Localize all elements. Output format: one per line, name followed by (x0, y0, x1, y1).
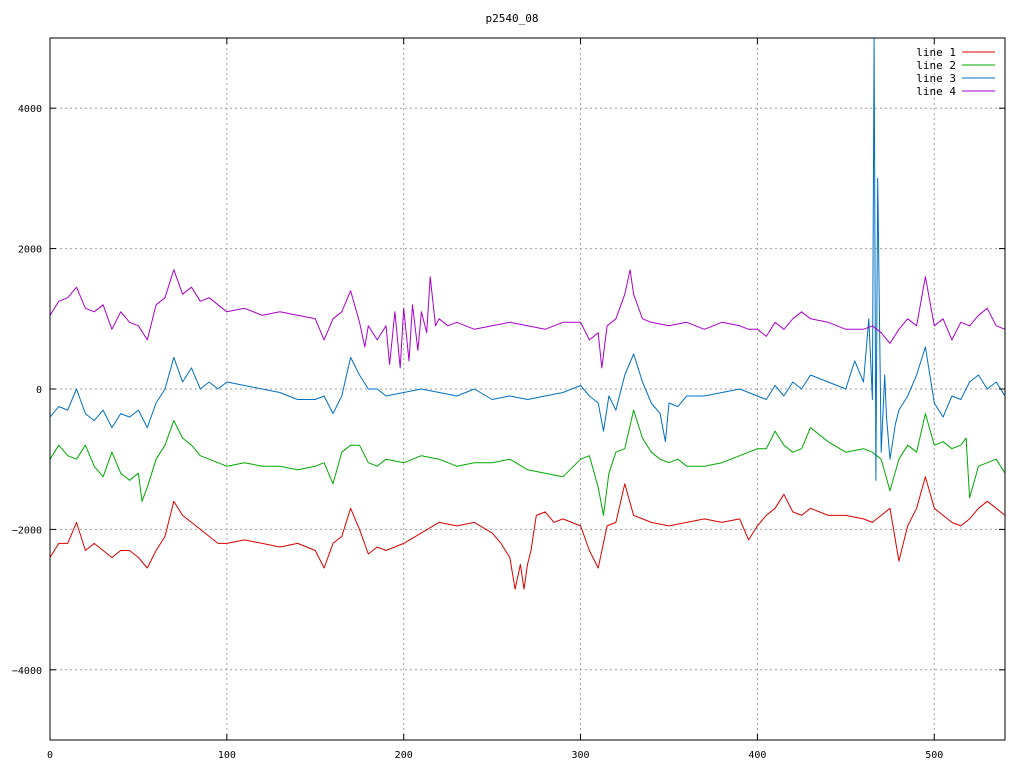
y-tick-label: −4000 (12, 666, 42, 677)
x-tick-label: 300 (572, 750, 590, 761)
legend-label-1: line 1 (916, 46, 956, 59)
chart-title: p2540_08 (486, 12, 539, 25)
legend-label-4: line 4 (916, 85, 956, 98)
y-tick-label: 0 (36, 385, 42, 396)
x-tick-label: 500 (925, 750, 943, 761)
axis-ticks: 0 100 200 300 400 500 −4000 −2000 0 2000 4000 (12, 38, 1005, 761)
series-layer (50, 38, 1005, 590)
series-line-3 (50, 38, 1005, 481)
series-line-2 (50, 409, 1005, 516)
y-tick-label: −2000 (12, 525, 42, 536)
x-tick-label: 0 (47, 750, 53, 761)
legend-label-2: line 2 (916, 59, 956, 72)
series-line-1 (50, 476, 1005, 590)
legend-label-3: line 3 (916, 72, 956, 85)
y-tick-label: 2000 (18, 245, 42, 256)
x-tick-label: 100 (218, 750, 236, 761)
x-tick-label: 400 (748, 750, 766, 761)
x-tick-label: 200 (395, 750, 413, 761)
y-tick-label: 4000 (18, 104, 42, 115)
series-line-4 (50, 269, 1005, 369)
